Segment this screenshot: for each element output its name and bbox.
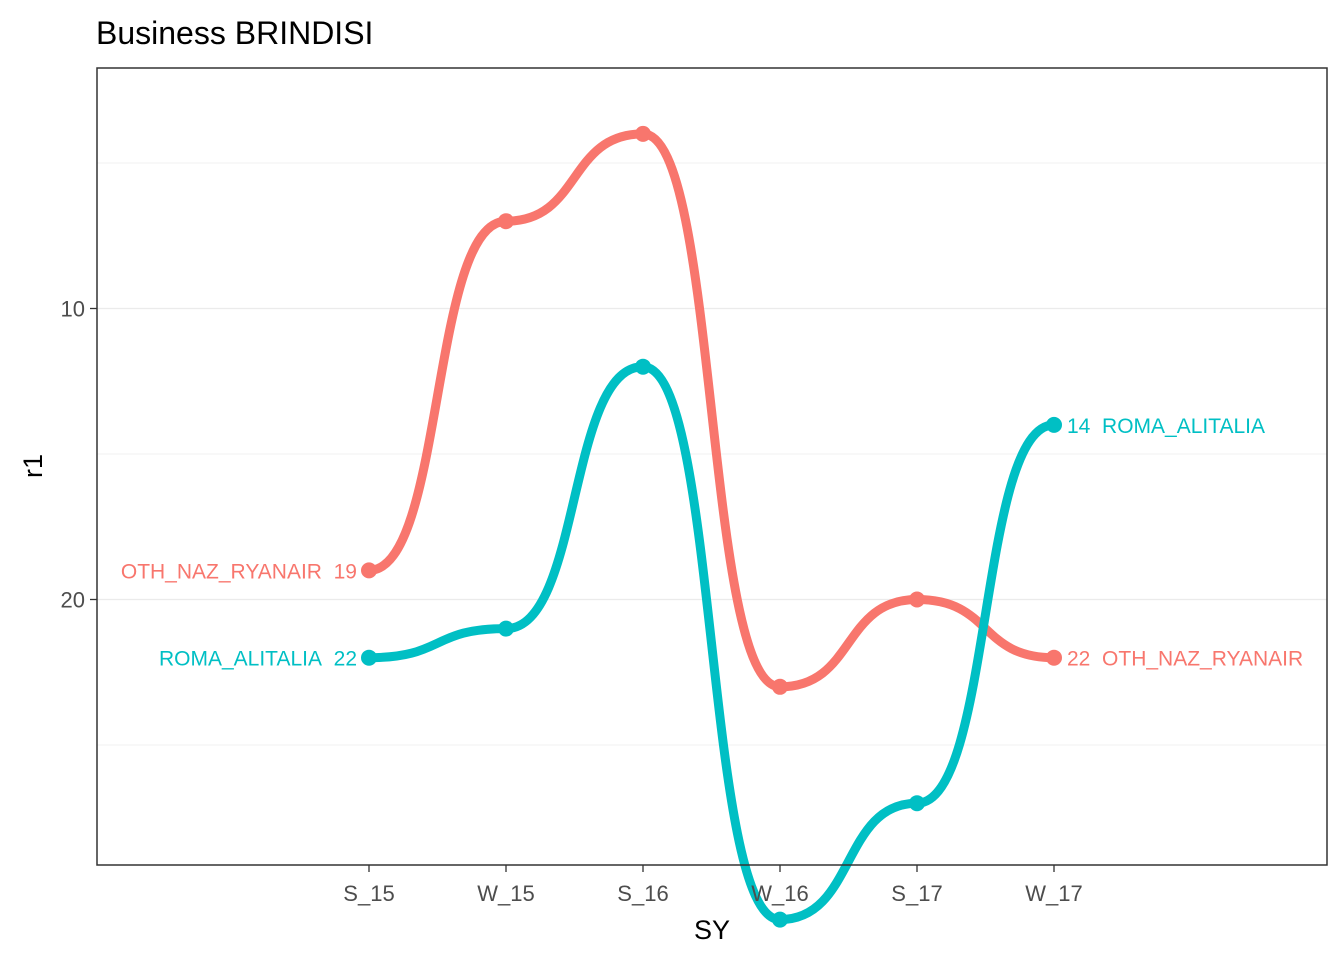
data-point-roma-alitalia	[909, 795, 925, 812]
y-axis-title: r1	[18, 454, 48, 478]
gridlines	[97, 162, 1327, 746]
series-line-roma-alitalia	[364, 362, 1059, 925]
data-point-roma-alitalia	[498, 620, 514, 637]
x-axis-title: SY	[694, 915, 730, 945]
start-label-oth-naz-ryanair: OTH_NAZ_RYANAIR 19	[121, 560, 357, 583]
data-point-oth-naz-ryanair	[772, 678, 788, 695]
chart-title: Business BRINDISI	[96, 15, 373, 51]
start-label-roma-alitalia: ROMA_ALITALIA 22	[159, 648, 357, 671]
data-point-oth-naz-ryanair	[361, 562, 377, 579]
x-tick-label: W_17	[1025, 881, 1082, 906]
plot-panel	[97, 68, 1327, 865]
x-tick-label: S_16	[617, 881, 668, 906]
x-tick-label: S_17	[891, 881, 942, 906]
data-point-roma-alitalia	[772, 911, 788, 928]
x-axis: S_15 W_15 S_16 W_16 S_17 W_17	[343, 865, 1083, 906]
data-point-roma-alitalia	[361, 649, 377, 666]
series-end-labels: OTH_NAZ_RYANAIR 19 22 OTH_NAZ_RYANAIR ROMA…	[121, 415, 1303, 671]
data-point-oth-naz-ryanair	[909, 591, 925, 608]
x-tick-label: W_16	[751, 881, 808, 906]
y-tick-label: 20	[61, 588, 85, 613]
end-label-oth-naz-ryanair: 22 OTH_NAZ_RYANAIR	[1067, 648, 1303, 671]
plot-panel-border	[96, 67, 1328, 866]
x-tick-label: S_15	[343, 881, 394, 906]
y-axis: 10 20	[61, 297, 97, 613]
data-point-oth-naz-ryanair	[1046, 649, 1062, 666]
series-points	[361, 125, 1062, 928]
data-point-roma-alitalia	[1046, 416, 1062, 433]
y-tick-label: 10	[61, 297, 85, 322]
data-point-oth-naz-ryanair	[498, 213, 514, 230]
end-label-roma-alitalia: 14 ROMA_ALITALIA	[1067, 415, 1265, 438]
data-point-roma-alitalia	[635, 358, 651, 375]
x-tick-label: W_15	[477, 881, 534, 906]
data-point-oth-naz-ryanair	[635, 125, 651, 142]
